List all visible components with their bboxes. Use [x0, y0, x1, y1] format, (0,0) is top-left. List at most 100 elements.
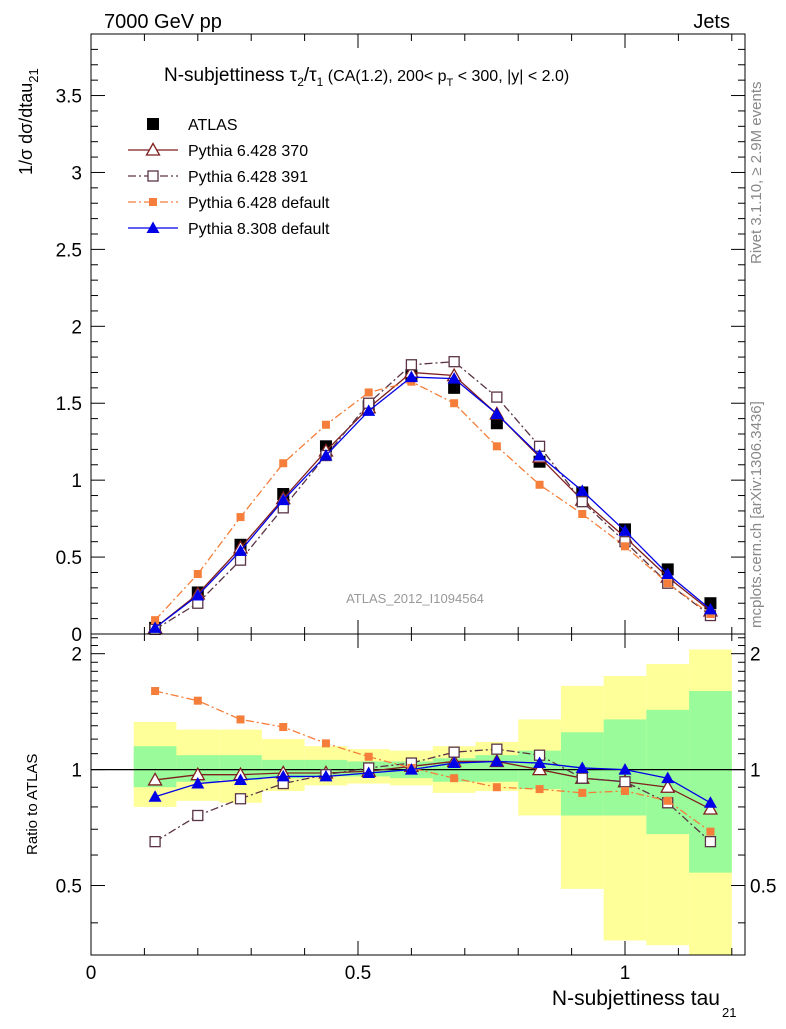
title-sub2: 2: [297, 75, 304, 89]
ratio-point-pythia-6-428-391: [576, 772, 588, 784]
title-tau1: τ: [309, 65, 317, 86]
legend: ATLAS Pythia 6.428 370 Pythia 6.428 391 Pyt…: [128, 117, 330, 238]
ratio-point-pythia-6-428-391: [149, 835, 161, 848]
ratio-point-pythia-6-428-default: [321, 739, 330, 748]
ratio-point-pythia-8-308-default: [148, 790, 162, 802]
main-y-tick-label: 0.5: [56, 548, 82, 569]
main-y-tick-label: 1: [71, 471, 82, 492]
main-point-pythia-6-428-default: [450, 399, 459, 408]
main-point-pythia-8-308-default: [319, 449, 333, 461]
ratio-point-pythia-8-308-default: [703, 796, 717, 808]
main-point-pythia-6-428-391: [576, 496, 588, 508]
ratio-y-tick-label: 1: [71, 761, 82, 782]
main-point-atlas: [448, 381, 461, 394]
x-axis-label-sub: 21: [722, 1005, 736, 1020]
main-point-pythia-6-428-default: [279, 459, 288, 468]
main-line-pythia-6-428-default: [154, 381, 711, 621]
main-point-pythia-8-308-default: [533, 449, 547, 461]
ratio-point-pythia-6-428-default: [151, 687, 160, 696]
ratio-point-pythia-6-428-default: [578, 788, 587, 797]
ratio-point-pythia-6-428-391: [619, 776, 631, 788]
ratio-point-pythia-6-428-default: [706, 827, 715, 836]
ratio-y-tick-label-right: 2: [750, 645, 761, 666]
ratio-point-pythia-8-308-default: [319, 769, 333, 782]
title-sub1: 1: [317, 75, 324, 89]
legend-label-pythia-6-428-391: Pythia 6.428 391: [188, 169, 308, 186]
main-line-pythia-6-428-370: [154, 371, 711, 629]
x-tick-label: 0.5: [345, 963, 371, 984]
main-point-pythia-6-428-default: [193, 570, 202, 578]
main-point-pythia-6-428-391: [448, 356, 460, 368]
ratio-frame: [90, 633, 746, 956]
energy-label: 7000 GeV pp: [104, 11, 222, 33]
ratio-y-tick-label: 0.5: [56, 877, 82, 898]
legend-marker-pythia-6-428-370: [145, 142, 161, 156]
ratio-point-pythia-6-428-default: [193, 696, 202, 705]
main-point-pythia-6-428-default: [364, 388, 373, 397]
ratio-point-pythia-6-428-391: [491, 743, 503, 755]
ratio-y-label: Ratio to ATLAS: [24, 754, 41, 855]
main-point-pythia-8-308-default: [575, 484, 589, 496]
main-y-tick-label: 0: [71, 625, 82, 646]
ratio-point-pythia-6-428-default: [279, 723, 288, 732]
main-point-pythia-6-428-default: [535, 480, 544, 489]
ratio-point-pythia-6-428-391: [448, 746, 460, 758]
ratio-point-pythia-8-308-default: [618, 763, 632, 775]
mcplots-caption: mcplots.cern.ch [arXiv:1306.3436]: [748, 401, 765, 628]
rivet-caption: Rivet 3.1.10, ≥ 2.9M events: [748, 82, 765, 265]
ratio-point-pythia-6-428-391: [192, 809, 204, 822]
legend-label-pythia-6-428-default: Pythia 6.428 default: [188, 195, 330, 212]
ratio-point-pythia-6-428-370: [531, 761, 548, 776]
ratio-plot-panel: 0.5 0.5 1 1 2 2 0 0.5 1: [56, 633, 776, 984]
ratio-point-pythia-8-308-default: [191, 777, 205, 789]
main-y-label-sub: 21: [26, 68, 41, 82]
plot-title: N-subjettiness τ2/τ1 (CA(1.2), 200< pT <…: [164, 65, 569, 89]
ratio-point-pythia-8-308-default: [447, 756, 461, 769]
ratio-point-pythia-8-308-default: [533, 756, 547, 769]
main-y-tick-label: 2.5: [56, 240, 82, 261]
ratio-line-pythia-6-428-391: [154, 748, 711, 843]
main-line-pythia-6-428-391: [154, 361, 711, 630]
main-point-pythia-6-428-default: [621, 542, 629, 551]
main-y-label: 1/σ dσ/dtau21: [16, 68, 41, 175]
title-tau2: τ: [290, 65, 298, 86]
analysis-id: ATLAS_2012_I1094564: [346, 591, 484, 606]
ratio-point-pythia-6-428-default: [663, 796, 672, 805]
legend-marker-pythia-6-428-391: [147, 170, 159, 182]
main-plot-panel: 0 0.5 1 1.5 2 2.5 3 3.5: [56, 33, 746, 646]
title-prefix: N-subjettiness: [164, 65, 290, 86]
main-point-pythia-8-308-default: [404, 370, 418, 383]
main-point-pythia-6-428-default: [236, 513, 245, 522]
ratio-point-pythia-6-428-391: [704, 835, 717, 848]
main-point-pythia-8-308-default: [276, 493, 290, 506]
ratio-point-pythia-8-308-default: [575, 761, 589, 773]
ratio-point-pythia-6-428-default: [364, 752, 373, 761]
ratio-line-pythia-6-428-default: [154, 690, 711, 833]
legend-marker-atlas: [147, 118, 159, 130]
title-subT: T: [447, 77, 454, 89]
ratio-point-pythia-6-428-370: [660, 779, 676, 793]
x-tick-label: 0: [86, 963, 97, 984]
main-line-pythia-8-308-default: [154, 376, 711, 629]
main-point-pythia-6-428-default: [663, 579, 672, 588]
main-point-pythia-8-308-default: [148, 621, 162, 633]
main-point-pythia-6-428-391: [491, 391, 503, 403]
main-point-pythia-6-428-391: [234, 554, 247, 566]
legend-marker-pythia-8-308-default: [146, 221, 160, 233]
legend-label-pythia-6-428-370: Pythia 6.428 370: [188, 143, 308, 160]
main-y-tick-label: 2: [71, 317, 82, 338]
main-point-pythia-6-428-default: [151, 616, 160, 625]
ratio-point-pythia-6-428-370: [147, 772, 163, 786]
title-slash: /: [304, 65, 310, 86]
main-point-pythia-8-308-default: [362, 404, 376, 416]
x-tick-label: 1: [620, 963, 631, 984]
main-point-pythia-8-308-default: [661, 567, 675, 579]
main-point-pythia-8-308-default: [191, 589, 205, 601]
ratio-point-pythia-8-308-default: [234, 773, 248, 785]
ratio-point-pythia-6-428-default: [621, 786, 629, 795]
ratio-point-pythia-8-308-default: [276, 769, 290, 782]
jets-label: Jets: [693, 11, 730, 33]
ratio-point-pythia-6-428-default: [236, 715, 245, 724]
title-suffix-b: < 300, |y| < 2.0): [453, 68, 569, 85]
